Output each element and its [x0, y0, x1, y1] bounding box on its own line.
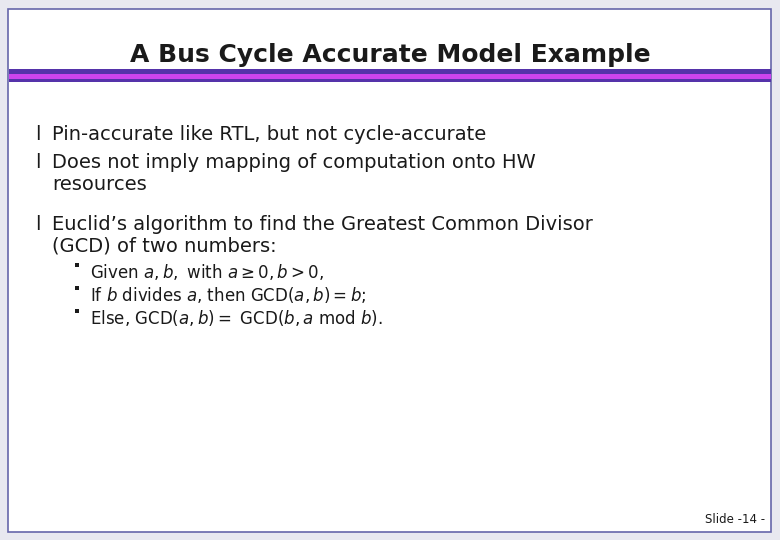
Bar — [75, 286, 79, 290]
Bar — [9, 69, 771, 74]
Bar — [75, 263, 79, 267]
Text: resources: resources — [52, 175, 147, 194]
Text: Pin-accurate like RTL, but not cycle-accurate: Pin-accurate like RTL, but not cycle-acc… — [52, 125, 486, 144]
Bar — [75, 309, 79, 313]
Text: l: l — [35, 215, 41, 234]
Text: Given $a, b,$ with $a \geq 0, b > 0,$: Given $a, b,$ with $a \geq 0, b > 0,$ — [90, 262, 324, 282]
Text: l: l — [35, 153, 41, 172]
Text: l: l — [35, 125, 41, 144]
Text: Slide -14 -: Slide -14 - — [705, 513, 765, 526]
Text: Does not imply mapping of computation onto HW: Does not imply mapping of computation on… — [52, 153, 536, 172]
Bar — [9, 79, 771, 82]
Text: Euclid’s algorithm to find the Greatest Common Divisor: Euclid’s algorithm to find the Greatest … — [52, 215, 593, 234]
Text: Else, GCD$(a, b) =$ GCD$(b, a$ mod $b).$: Else, GCD$(a, b) =$ GCD$(b, a$ mod $b).$ — [90, 308, 383, 328]
Text: A Bus Cycle Accurate Model Example: A Bus Cycle Accurate Model Example — [129, 43, 651, 67]
Text: If $b$ divides $a$, then GCD$(a, b) = b$;: If $b$ divides $a$, then GCD$(a, b) = b$… — [90, 285, 367, 305]
Bar — [9, 74, 771, 79]
Text: (GCD) of two numbers:: (GCD) of two numbers: — [52, 237, 277, 256]
FancyBboxPatch shape — [8, 9, 771, 532]
